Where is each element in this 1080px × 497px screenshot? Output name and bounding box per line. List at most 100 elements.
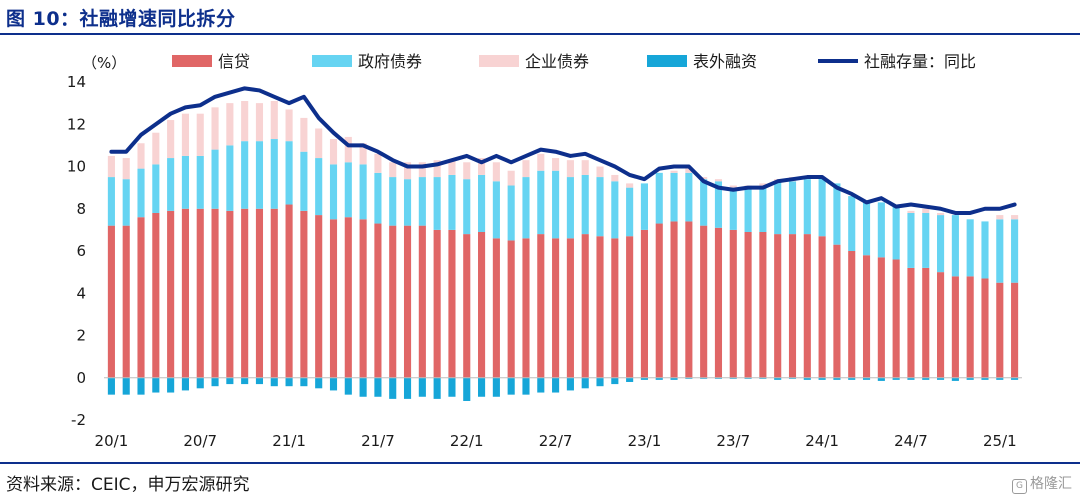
bar-政府债券	[196, 155, 204, 209]
bar-企业债券	[226, 103, 234, 146]
bar-表外融资	[892, 377, 900, 380]
y-tick-label: 14	[67, 73, 86, 91]
line-series-social-financing-yoy	[109, 86, 1017, 215]
bar-表外融资	[788, 377, 797, 379]
x-tick-label: 20/7	[183, 432, 217, 450]
bar-企业债券	[566, 160, 574, 178]
bar-企业债券	[937, 212, 945, 216]
bar-政府债券	[744, 187, 752, 232]
bar-信贷	[833, 244, 841, 378]
bar-表外融资	[522, 377, 530, 395]
bar-企业债券	[478, 158, 486, 175]
bar-表外融资	[270, 377, 278, 387]
bar-信贷	[951, 276, 959, 378]
bar-政府债券	[522, 177, 530, 239]
bar-表外融资	[714, 377, 723, 379]
legend-swatch-表外融资	[647, 55, 687, 67]
legend-swatch-信贷	[172, 55, 212, 67]
bar-政府债券	[270, 139, 278, 209]
bar-企业债券	[492, 162, 500, 182]
bar-表外融资	[226, 377, 234, 385]
bar-政府债券	[315, 158, 323, 216]
legend-swatch-企业债券	[479, 55, 519, 67]
watermark-text: 格隆汇	[1030, 476, 1072, 492]
bar-信贷	[463, 234, 471, 378]
bar-政府债券	[492, 181, 500, 239]
bar-政府债券	[478, 174, 486, 232]
legend-swatch-政府债券	[312, 55, 352, 67]
bar-企业债券	[700, 177, 708, 180]
bar-信贷	[285, 204, 293, 378]
bar-信贷	[996, 282, 1004, 378]
bar-企业债券	[581, 160, 589, 175]
bar-企业债券	[1011, 215, 1019, 220]
bar-政府债券	[403, 179, 412, 226]
bar-表外融资	[241, 377, 249, 385]
bar-表外融资	[107, 377, 115, 395]
bar-政府债券	[996, 219, 1004, 283]
bar-表外融资	[626, 377, 634, 382]
bar-表外融资	[152, 377, 160, 393]
legend-label: 信贷	[218, 52, 250, 71]
x-tick-label: 22/1	[450, 432, 484, 450]
bar-信贷	[107, 225, 115, 378]
bar-表外融资	[611, 377, 619, 385]
bar-政府债券	[566, 177, 574, 239]
bar-企业债券	[315, 128, 323, 159]
bar-表外融资	[729, 377, 737, 379]
x-tick-label: 23/7	[716, 432, 750, 450]
bar-表外融资	[774, 377, 782, 380]
bar-政府债券	[877, 202, 885, 258]
bar-政府债券	[803, 179, 811, 235]
bar-表外融资	[744, 377, 752, 379]
bar-表外融资	[833, 377, 841, 380]
bar-信贷	[981, 278, 989, 378]
bar-信贷	[433, 229, 441, 378]
bar-信贷	[774, 234, 782, 378]
bar-表外融资	[478, 377, 486, 397]
bar-信贷	[818, 236, 826, 378]
bar-信贷	[403, 225, 412, 378]
bar-表外融资	[640, 377, 648, 380]
bar-企业债券	[448, 160, 456, 175]
bar-政府债券	[255, 141, 264, 209]
bar-信贷	[685, 221, 693, 378]
bar-表外融资	[922, 377, 930, 380]
bar-信贷	[344, 217, 352, 378]
bar-企业债券	[522, 160, 530, 178]
bar-企业债券	[241, 101, 249, 142]
bar-政府债券	[685, 172, 693, 222]
bar-企业债券	[685, 168, 693, 173]
bar-表外融资	[537, 377, 545, 393]
bar-政府债券	[329, 164, 338, 220]
bar-企业债券	[122, 158, 130, 180]
bar-信贷	[611, 238, 619, 378]
bar-企业债券	[626, 183, 634, 188]
bar-表外融资	[996, 377, 1004, 380]
watermark: G 格隆汇	[1012, 473, 1072, 494]
bar-信贷	[566, 238, 574, 378]
bar-政府债券	[818, 177, 826, 237]
bar-政府债券	[862, 200, 871, 256]
bar-表外融资	[122, 377, 130, 395]
bar-表外融资	[848, 377, 856, 380]
bar-政府债券	[848, 196, 856, 251]
bar-政府债券	[759, 187, 767, 232]
bar-表外融资	[877, 377, 885, 381]
bar-表外融资	[433, 377, 441, 399]
bar-信贷	[700, 225, 708, 378]
bar-表外融资	[1011, 377, 1019, 380]
bar-信贷	[640, 229, 648, 378]
bar-表外融资	[670, 377, 678, 380]
bar-表外融资	[581, 377, 589, 389]
bar-信贷	[581, 234, 589, 378]
bar-表外融资	[196, 377, 204, 389]
bar-企业债券	[300, 117, 308, 152]
bar-信贷	[759, 231, 767, 378]
bar-信贷	[270, 208, 278, 378]
bar-信贷	[478, 231, 486, 378]
bar-表外融资	[403, 377, 412, 399]
bar-企业债券	[152, 132, 160, 165]
bar-企业债券	[374, 153, 382, 173]
bar-表外融资	[167, 377, 175, 393]
